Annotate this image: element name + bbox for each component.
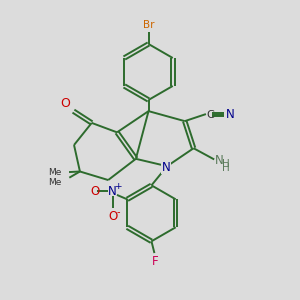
Text: -: - bbox=[117, 208, 120, 218]
Text: Me: Me bbox=[48, 178, 61, 188]
Text: H: H bbox=[221, 158, 229, 169]
Text: O: O bbox=[60, 97, 70, 110]
Text: N: N bbox=[225, 108, 234, 121]
Text: N: N bbox=[215, 154, 224, 167]
Text: N: N bbox=[162, 160, 171, 174]
Text: Br: Br bbox=[143, 20, 154, 30]
Text: Me: Me bbox=[48, 169, 62, 178]
Text: +: + bbox=[114, 182, 122, 191]
Text: O: O bbox=[108, 210, 117, 223]
Text: H: H bbox=[221, 163, 229, 173]
Text: N: N bbox=[108, 185, 117, 198]
Text: C: C bbox=[206, 110, 214, 120]
Text: F: F bbox=[152, 255, 158, 268]
Text: O: O bbox=[90, 185, 100, 198]
